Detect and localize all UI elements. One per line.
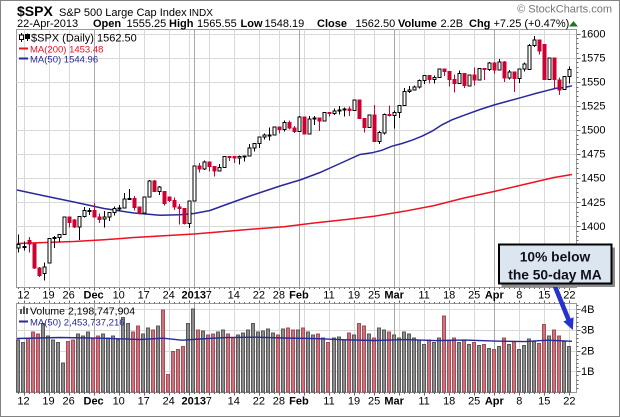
svg-text:12: 12 — [17, 396, 29, 408]
svg-text:15: 15 — [538, 396, 550, 408]
svg-text:Feb: Feb — [289, 290, 309, 302]
svg-text:1525: 1525 — [581, 101, 605, 113]
svg-text:$SPX (Daily) 1562.50: $SPX (Daily) 1562.50 — [31, 33, 137, 45]
svg-text:Dec: Dec — [84, 290, 104, 302]
svg-text:17: 17 — [138, 396, 150, 408]
svg-text:S&P 500 Large Cap Index: S&P 500 Large Cap Index — [59, 7, 187, 19]
svg-text:8: 8 — [516, 290, 522, 302]
svg-text:19: 19 — [42, 396, 54, 408]
svg-text:1575: 1575 — [581, 53, 605, 65]
svg-text:26: 26 — [62, 290, 74, 302]
svg-text:24: 24 — [163, 396, 175, 408]
svg-text:the 50-day MA: the 50-day MA — [508, 268, 602, 283]
svg-text:11: 11 — [323, 290, 334, 302]
svg-text:22: 22 — [253, 290, 265, 302]
svg-text:19: 19 — [348, 290, 360, 302]
svg-text:1548.19: 1548.19 — [265, 18, 305, 30]
svg-text:26: 26 — [62, 396, 74, 408]
svg-text:11: 11 — [418, 396, 429, 408]
svg-text:High: High — [169, 18, 194, 30]
svg-text:1475: 1475 — [581, 149, 605, 161]
svg-text:19: 19 — [42, 290, 54, 302]
svg-text:+7.25 (+0.47%): +7.25 (+0.47%) — [494, 18, 570, 30]
svg-text:14: 14 — [228, 290, 240, 302]
svg-text:25: 25 — [368, 290, 380, 302]
svg-text:Low: Low — [241, 18, 263, 30]
svg-text:25: 25 — [468, 396, 480, 408]
svg-text:1555.25: 1555.25 — [127, 18, 167, 30]
svg-text:1550: 1550 — [581, 77, 605, 89]
svg-text:17: 17 — [138, 290, 150, 302]
svg-text:Dec: Dec — [84, 396, 104, 408]
svg-text:22: 22 — [253, 396, 265, 408]
svg-text:8: 8 — [516, 396, 522, 408]
svg-text:10: 10 — [113, 396, 125, 408]
svg-text:1450: 1450 — [581, 173, 605, 185]
svg-text:1565.55: 1565.55 — [197, 18, 237, 30]
svg-text:Apr: Apr — [485, 396, 505, 408]
svg-text:MA(200) 1453.48: MA(200) 1453.48 — [30, 45, 103, 56]
svg-text:25: 25 — [468, 290, 480, 302]
svg-text:7: 7 — [206, 290, 212, 302]
svg-text:Mar: Mar — [384, 396, 404, 408]
svg-text:7: 7 — [206, 396, 212, 408]
svg-text:1600: 1600 — [581, 28, 605, 40]
svg-text:4B: 4B — [581, 304, 594, 316]
svg-text:25: 25 — [368, 396, 380, 408]
svg-text:MA(50) 2,453,737,216: MA(50) 2,453,737,216 — [30, 318, 125, 329]
svg-text:22: 22 — [563, 396, 575, 408]
svg-text:1B: 1B — [581, 366, 594, 378]
svg-text:19: 19 — [348, 396, 360, 408]
svg-text:Close: Close — [317, 18, 347, 30]
svg-text:Volume: Volume — [398, 18, 437, 30]
svg-text:Apr: Apr — [485, 290, 505, 302]
svg-text:15: 15 — [538, 290, 550, 302]
svg-text:3B: 3B — [581, 325, 594, 337]
svg-text:2B: 2B — [581, 345, 594, 357]
svg-text:22-Apr-2013: 22-Apr-2013 — [17, 18, 78, 30]
svg-text:$SPX: $SPX — [17, 3, 53, 19]
svg-text:24: 24 — [163, 290, 175, 302]
svg-text:28: 28 — [273, 396, 285, 408]
svg-text:Open: Open — [93, 18, 121, 30]
svg-text:28: 28 — [273, 290, 285, 302]
svg-text:2.2B: 2.2B — [441, 18, 464, 30]
svg-text:1562.50: 1562.50 — [356, 18, 396, 30]
svg-text:1425: 1425 — [581, 197, 605, 209]
svg-text:18: 18 — [443, 396, 455, 408]
svg-text:Volume 2,198,747,904: Volume 2,198,747,904 — [30, 306, 135, 318]
svg-text:MA(50) 1544.96: MA(50) 1544.96 — [30, 55, 98, 66]
svg-text:12: 12 — [17, 290, 29, 302]
svg-text:11: 11 — [323, 396, 334, 408]
svg-text:18: 18 — [443, 290, 455, 302]
svg-text:Mar: Mar — [384, 290, 404, 302]
svg-text:1400: 1400 — [581, 221, 605, 233]
svg-text:22: 22 — [563, 290, 575, 302]
svg-text:11: 11 — [418, 290, 429, 302]
svg-text:INDX: INDX — [189, 8, 213, 19]
svg-text:Chg: Chg — [469, 18, 490, 30]
svg-text:1500: 1500 — [581, 125, 605, 137]
svg-text:Feb: Feb — [289, 396, 309, 408]
svg-text:14: 14 — [228, 396, 240, 408]
svg-text:© StockCharts.com: © StockCharts.com — [517, 4, 612, 16]
svg-text:10: 10 — [113, 290, 125, 302]
svg-text:10% below: 10% below — [520, 250, 591, 265]
svg-text:2013: 2013 — [182, 396, 206, 408]
svg-text:2013: 2013 — [182, 290, 206, 302]
